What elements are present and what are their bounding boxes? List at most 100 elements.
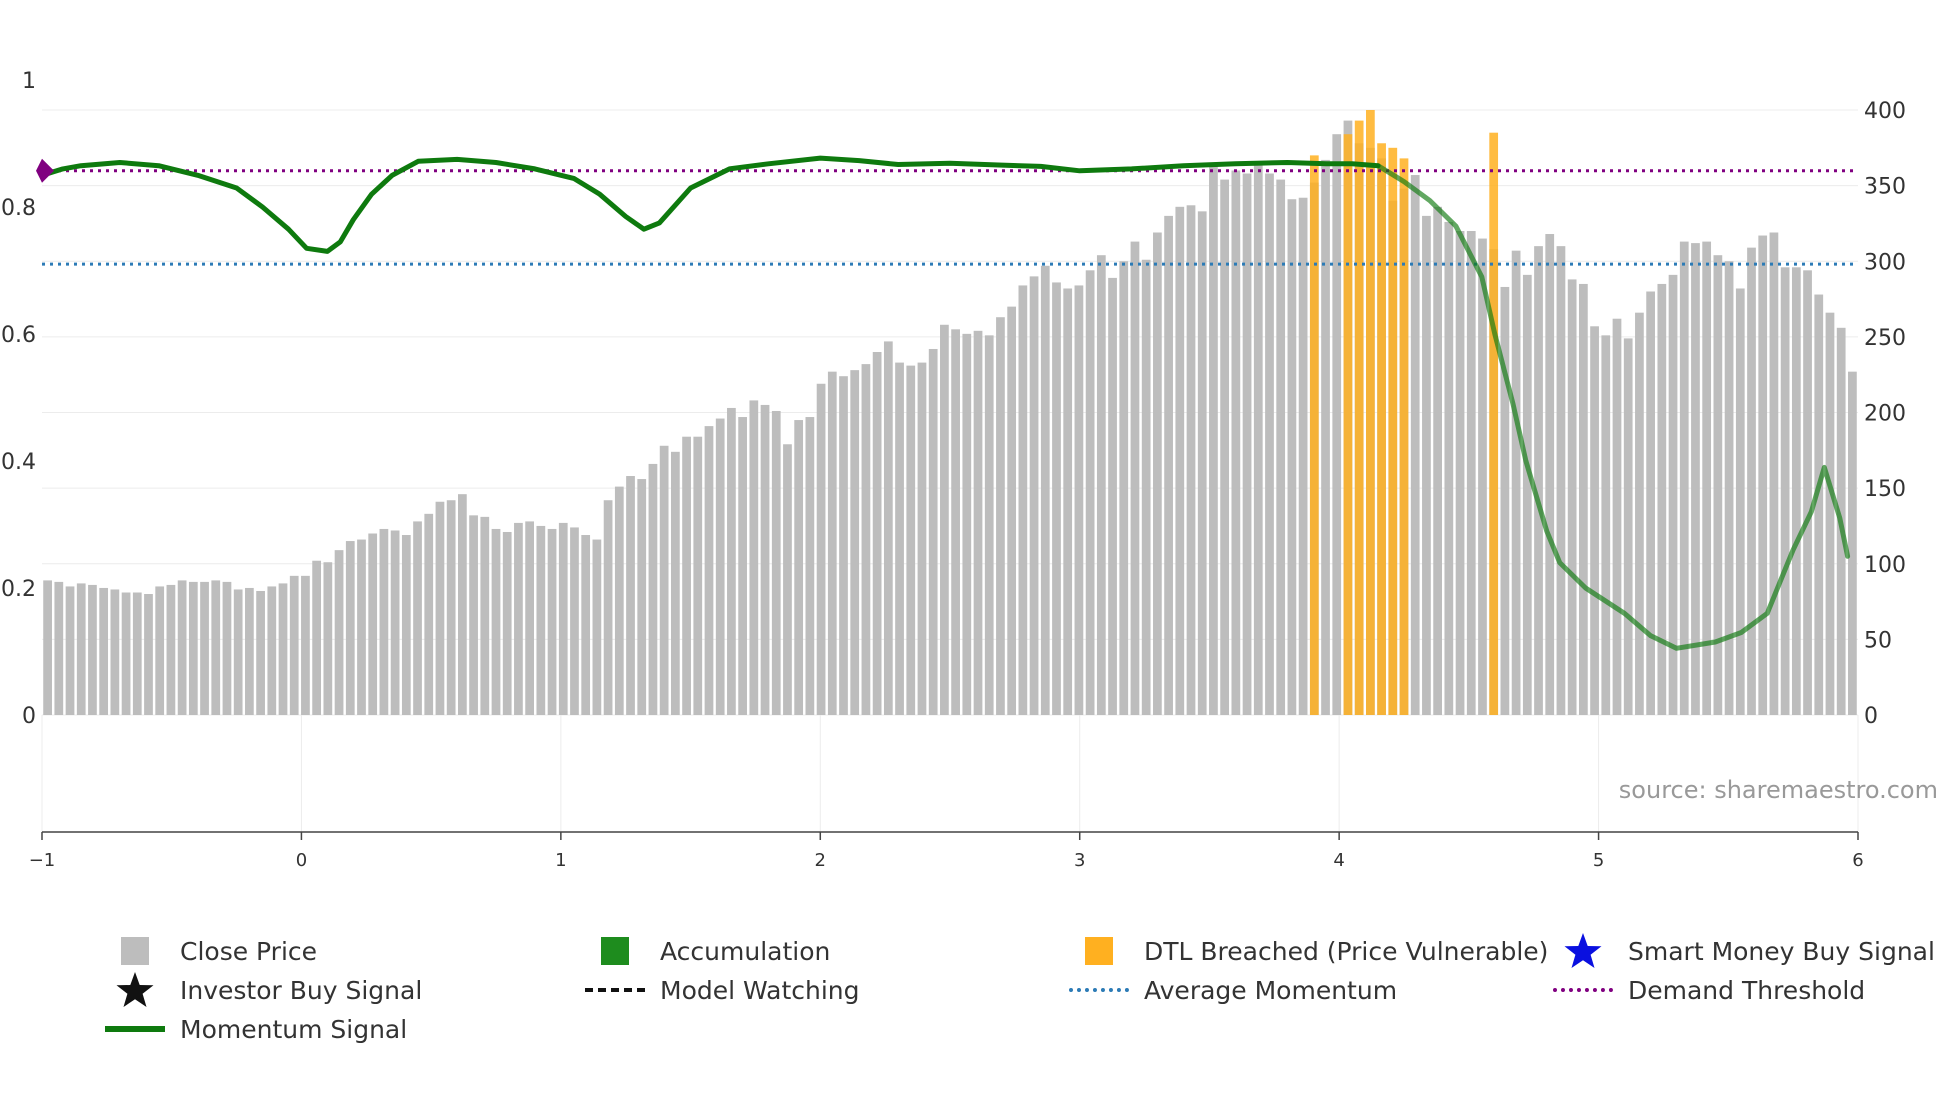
close-price-bar bbox=[1556, 246, 1566, 716]
close-price-bar bbox=[1702, 241, 1712, 715]
close-price-bar bbox=[1040, 265, 1050, 715]
close-price-bar bbox=[1466, 231, 1476, 715]
close-price-bar bbox=[1063, 288, 1073, 715]
dtl-breached-bar bbox=[1489, 132, 1499, 715]
right-axis-tick-label: 100 bbox=[1864, 553, 1906, 578]
close-price-bar bbox=[43, 580, 52, 715]
close-price-bar bbox=[1825, 312, 1835, 715]
close-price-bar bbox=[749, 400, 759, 715]
close-price-bar bbox=[1545, 234, 1555, 715]
close-price-bar bbox=[323, 562, 333, 715]
close-price-bar bbox=[996, 317, 1005, 715]
close-price-bar bbox=[839, 376, 848, 715]
close-price-bar bbox=[614, 486, 624, 715]
close-price-bar bbox=[1567, 279, 1577, 715]
close-price-bar bbox=[1332, 134, 1342, 715]
close-price-bar bbox=[1578, 283, 1588, 715]
close-price-bar bbox=[345, 541, 355, 715]
close-price-bar bbox=[1780, 267, 1790, 715]
close-price-bar bbox=[1758, 235, 1768, 716]
close-price-bar bbox=[1791, 267, 1801, 715]
close-price-bar bbox=[1085, 270, 1095, 715]
close-price-bar bbox=[222, 581, 232, 715]
close-price-bar bbox=[738, 417, 747, 715]
close-price-bar bbox=[525, 521, 534, 715]
close-price-bar bbox=[458, 494, 467, 715]
close-price-bar bbox=[861, 364, 871, 715]
close-price-bar bbox=[54, 581, 64, 715]
close-price-bar bbox=[1141, 259, 1151, 715]
close-price-bar bbox=[177, 580, 187, 715]
close-price-bar bbox=[816, 383, 826, 715]
close-price-bar bbox=[1769, 232, 1779, 715]
smart-money-marker bbox=[36, 158, 54, 183]
close-price-bar bbox=[648, 463, 658, 715]
close-price-bar bbox=[536, 525, 546, 715]
close-price-bar bbox=[1511, 250, 1521, 715]
close-price-bar bbox=[121, 592, 131, 715]
close-price-bar bbox=[1848, 371, 1857, 715]
dtl-breached-bar bbox=[1377, 143, 1386, 715]
close-price-bar bbox=[917, 362, 927, 715]
close-price-bar bbox=[312, 560, 322, 715]
close-price-bar bbox=[502, 531, 512, 715]
close-price-bar bbox=[1052, 282, 1061, 715]
dtl-breached-bar bbox=[1354, 120, 1364, 716]
right-axis-tick-label: 250 bbox=[1864, 326, 1906, 351]
close-price-bar bbox=[1209, 165, 1218, 715]
close-price-bar bbox=[1186, 205, 1196, 716]
close-price-bar bbox=[1119, 261, 1129, 715]
left-axis-tick-label: 0.8 bbox=[1, 196, 36, 221]
right-axis-tick-label: 300 bbox=[1864, 250, 1906, 275]
close-price-bar bbox=[592, 539, 602, 715]
right-axis-tick-label: 200 bbox=[1864, 402, 1906, 427]
close-price-bar bbox=[390, 530, 400, 715]
close-price-bar bbox=[233, 589, 243, 715]
close-price-bar bbox=[693, 436, 703, 715]
close-price-bar bbox=[962, 333, 972, 715]
close-price-bar bbox=[301, 575, 310, 715]
momentum-signal-line-main bbox=[39, 155, 1381, 254]
close-price-bar bbox=[850, 370, 860, 715]
close-price-bar bbox=[973, 330, 983, 715]
close-price-bar bbox=[1500, 286, 1510, 715]
close-price-bar bbox=[1007, 306, 1017, 716]
close-price-bar bbox=[514, 522, 523, 715]
close-price-bar bbox=[1623, 338, 1633, 715]
close-price-bar bbox=[1197, 211, 1207, 715]
gridlines bbox=[41, 109, 1859, 832]
close-price-bar bbox=[558, 522, 568, 715]
close-price-bar bbox=[1298, 197, 1308, 716]
close-price-bar bbox=[132, 592, 142, 715]
x-axis-tick-label: 5 bbox=[1593, 850, 1604, 871]
reference-lines bbox=[42, 169, 1858, 266]
close-price-bar bbox=[1130, 241, 1140, 715]
close-price-bar bbox=[827, 371, 837, 715]
close-price-bar bbox=[637, 479, 647, 715]
left-axis-tick-label: 1 bbox=[22, 69, 36, 94]
left-axis-tick-label: 0.2 bbox=[1, 577, 36, 602]
x-axis-tick-label: 0 bbox=[296, 850, 307, 871]
close-price-bar bbox=[435, 501, 445, 715]
close-price-bar bbox=[88, 584, 97, 715]
close-price-bar bbox=[99, 587, 109, 715]
close-price-bar bbox=[256, 590, 265, 715]
close-price-bar bbox=[570, 527, 579, 715]
close-price-bar bbox=[1276, 179, 1286, 715]
close-price-bar bbox=[379, 528, 389, 715]
close-price-bar bbox=[76, 583, 86, 715]
close-price-bar bbox=[872, 352, 882, 715]
close-price-bar bbox=[334, 550, 344, 715]
close-price-bar bbox=[670, 451, 680, 715]
close-price-bar bbox=[1590, 326, 1599, 715]
close-price-bar bbox=[1803, 270, 1812, 715]
close-price-bar bbox=[110, 589, 120, 715]
close-price-bar bbox=[626, 476, 635, 715]
dtl-breached-bar bbox=[1366, 110, 1375, 715]
close-price-bar bbox=[211, 580, 221, 715]
close-price-bar bbox=[1724, 261, 1734, 715]
close-price-bar bbox=[155, 586, 165, 715]
x-axis-tick-label: 2 bbox=[815, 850, 826, 871]
close-price-bar bbox=[906, 365, 916, 715]
